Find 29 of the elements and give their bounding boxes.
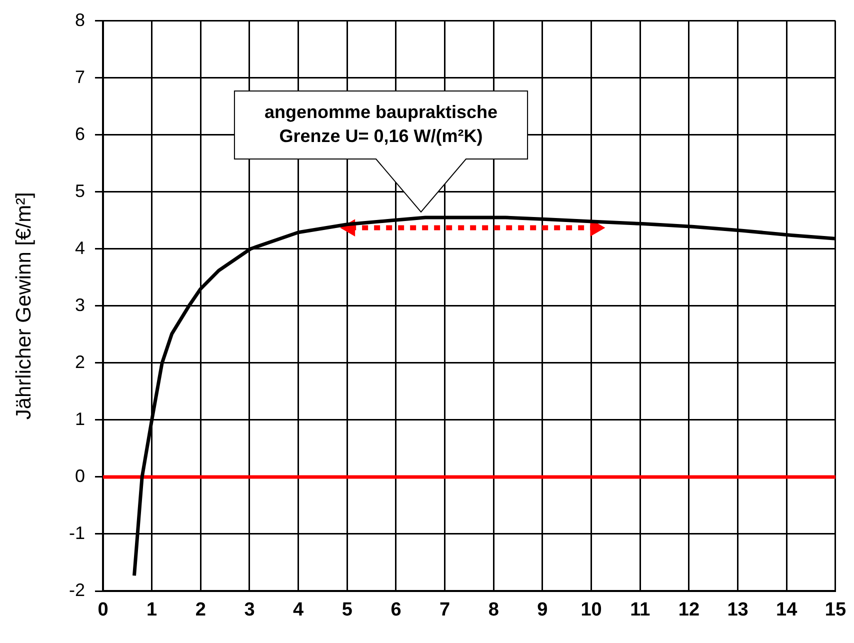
- x-tick-label: 14: [776, 600, 798, 621]
- y-tick-label: 2: [74, 352, 85, 372]
- x-tick-label: 10: [580, 600, 602, 621]
- y-tick-label: 4: [74, 238, 85, 258]
- x-tick-label: 8: [488, 600, 499, 621]
- x-tick-label: 11: [630, 600, 651, 621]
- x-tick-label: 15: [824, 600, 846, 621]
- y-tick-label: -1: [68, 522, 85, 543]
- x-tick-label: 6: [390, 600, 402, 621]
- annotation: angenomme baupraktische Grenze U= 0,16 W/(m²K): [264, 102, 498, 146]
- x-tick-label: 13: [727, 600, 748, 621]
- x-tick-label: 2: [195, 600, 206, 621]
- y-tick-label: 3: [74, 294, 85, 315]
- x-tick-label: 0: [98, 600, 108, 621]
- y-tick-label: 6: [74, 124, 85, 144]
- x-tick-label: 5: [342, 600, 353, 621]
- y-tick-label: 8: [74, 10, 85, 30]
- y-tick-label: 5: [74, 180, 85, 201]
- y-tick-label: 7: [74, 66, 85, 87]
- x-tick-label: 12: [678, 600, 700, 621]
- y-tick-label: -2: [68, 580, 85, 600]
- x-tick-label: 3: [244, 600, 255, 621]
- x-tick-label: 1: [146, 600, 158, 621]
- x-tick-label: 9: [537, 600, 548, 621]
- x-tick-label: 7: [440, 600, 450, 621]
- y-tick-label: 0: [74, 466, 85, 486]
- y-axis-title: Jährlicher Gewinn [€/m²]: [12, 192, 36, 420]
- y-tick-label: 1: [74, 408, 85, 429]
- x-tick-label: 4: [293, 600, 304, 621]
